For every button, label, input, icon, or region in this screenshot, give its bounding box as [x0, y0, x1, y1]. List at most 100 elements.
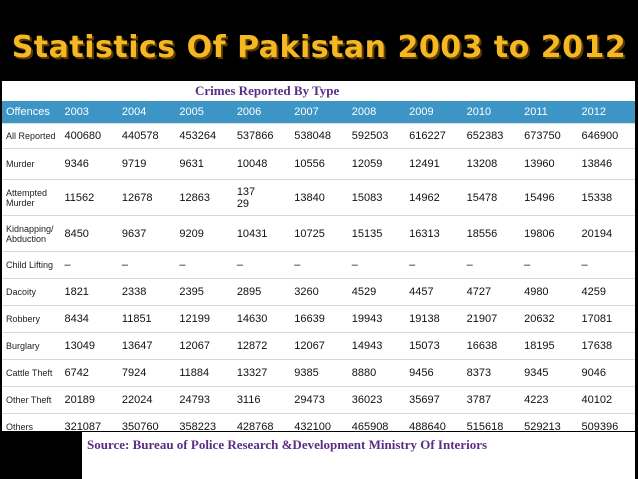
table-cell: – [175, 251, 233, 279]
table-cell: 9719 [117, 148, 176, 180]
offence-label: Robbery [2, 305, 61, 333]
table-cell: 15083 [347, 179, 406, 216]
table-cell: – [405, 251, 463, 279]
offence-label: Cattle Theft [2, 359, 61, 387]
table-cell: 8880 [347, 359, 406, 387]
table-cell: 12067 [290, 332, 348, 360]
header-2012: 2012 [577, 101, 635, 124]
table-cell: 537866 [232, 123, 291, 149]
table-cell: 21907 [462, 305, 521, 333]
table-cell: 8373 [462, 359, 521, 387]
table-cell: 10048 [232, 148, 291, 180]
table-cell: 4727 [462, 278, 521, 306]
table-cell: 3787 [462, 386, 521, 414]
table-cell: 12491 [405, 148, 463, 180]
table-cell: 11884 [175, 359, 233, 387]
table-cell: 592503 [347, 123, 406, 149]
table-cell: 13049 [60, 332, 118, 360]
table-cell: 18556 [462, 215, 521, 252]
table-cell: 453264 [175, 123, 233, 149]
table-cell: 13960 [520, 148, 578, 180]
table-cell: 2395 [175, 278, 233, 306]
header-2007: 2007 [290, 101, 348, 124]
table-cell: 646900 [577, 123, 635, 149]
offence-label: Others [2, 413, 61, 440]
offence-label: Burglary [2, 332, 61, 360]
table-cell: 3116 [232, 386, 291, 414]
table-cell: 13327 [232, 359, 291, 387]
table-cell: 616227 [405, 123, 463, 149]
header-2009: 2009 [405, 101, 463, 124]
table-cell: 17638 [577, 332, 635, 360]
table-cell: 20632 [520, 305, 578, 333]
table-cell: – [290, 251, 348, 279]
table-cell: 15073 [405, 332, 463, 360]
table-cell: 2895 [232, 278, 291, 306]
subtitle-bar [2, 81, 635, 101]
table-cell: 4980 [520, 278, 578, 306]
table-cell: 16638 [462, 332, 521, 360]
table-cell: 9456 [405, 359, 463, 387]
header-2006: 2006 [232, 101, 291, 124]
offence-label: Child Lifting [2, 251, 61, 279]
table-cell: 1821 [60, 278, 118, 306]
table-cell: 12199 [175, 305, 233, 333]
table-cell: 7924 [117, 359, 176, 387]
slide-title: Statistics Of Pakistan 2003 to 2012 [11, 30, 627, 65]
table-cell: 24793 [175, 386, 233, 414]
table-cell: 18195 [520, 332, 578, 360]
table-cell: 4529 [347, 278, 406, 306]
table-cell: 12863 [175, 179, 233, 216]
table-cell: 8450 [60, 215, 118, 252]
table-cell: 2338 [117, 278, 176, 306]
table-cell: 15338 [577, 179, 635, 216]
offence-label: Dacoity [2, 278, 61, 306]
table-row: Attempted Murder 11562 12678 12863 137 29 138… [2, 179, 635, 216]
table-cell: 9631 [175, 148, 233, 180]
table-cell: 10431 [232, 215, 291, 252]
table-row: All Reported 400680 440578 453264 537866 5380… [2, 123, 635, 149]
table-row: Other Theft 20189 22024 24793 3116 29473 36023… [2, 386, 635, 414]
table-cell: 36023 [347, 386, 406, 414]
offence-label: All Reported [2, 123, 61, 149]
table-cell: 29473 [290, 386, 348, 414]
table-cell: 10556 [290, 148, 348, 180]
table-cell: 8434 [60, 305, 118, 333]
table-cell: 16313 [405, 215, 463, 252]
table-row: Dacoity 1821 2338 2395 2895 3260 4529 4457 4727 4… [2, 278, 635, 306]
table-cell: 673750 [520, 123, 578, 149]
table-row: Kidnapping/ Abduction 8450 9637 9209 10431 10… [2, 215, 635, 252]
table-cell: 652383 [462, 123, 521, 149]
table-row: Robbery 8434 11851 12199 14630 16639 19943 1913… [2, 305, 635, 333]
table-cell: – [347, 251, 406, 279]
table-cell: 15135 [347, 215, 406, 252]
table-row: Child Lifting – – – – – – – – – – [2, 251, 635, 279]
table-cell: – [462, 251, 521, 279]
table-cell: 3260 [290, 278, 348, 306]
table-cell: 11851 [117, 305, 176, 333]
table-cell: 9209 [175, 215, 233, 252]
table-cell: 538048 [290, 123, 348, 149]
table-cell: 4223 [520, 386, 578, 414]
table-cell: 22024 [117, 386, 176, 414]
header-2004: 2004 [117, 101, 176, 124]
offence-label: Murder [2, 148, 61, 180]
table-cell: 13208 [462, 148, 521, 180]
table-cell: 40102 [577, 386, 635, 414]
table-cell: 9385 [290, 359, 348, 387]
table-cell: 10725 [290, 215, 348, 252]
table-cell: 12067 [175, 332, 233, 360]
table-cell: 4457 [405, 278, 463, 306]
table-cell: 19138 [405, 305, 463, 333]
header-2011: 2011 [520, 101, 578, 124]
table-cell: 9046 [577, 359, 635, 387]
table-cell: 20189 [60, 386, 118, 414]
table-cell: 14630 [232, 305, 291, 333]
table-cell: 19806 [520, 215, 578, 252]
table-cell: 9637 [117, 215, 176, 252]
table-cell: 15478 [462, 179, 521, 216]
table-row: Murder 9346 9719 9631 10048 10556 12059 12491 13… [2, 148, 635, 180]
source-note: Source: Bureau of Police Research &Devel… [87, 437, 488, 452]
offence-label: Kidnapping/ Abduction [2, 215, 61, 252]
table-cell: – [577, 251, 635, 279]
